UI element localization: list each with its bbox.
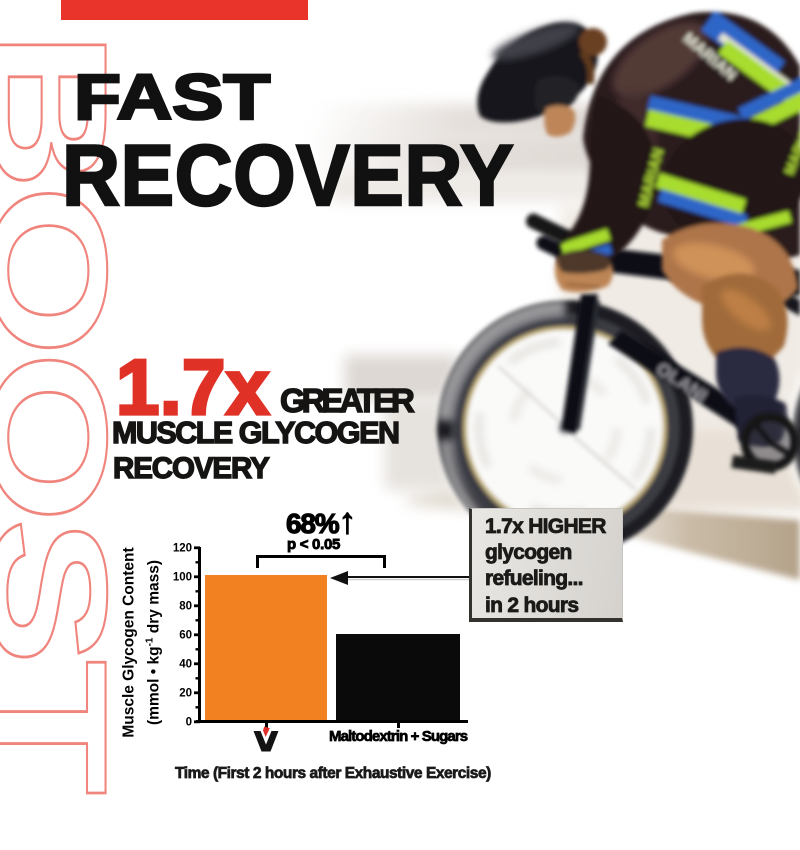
svg-text:20: 20 xyxy=(179,687,192,699)
svg-text:100: 100 xyxy=(173,571,192,583)
svg-text:60: 60 xyxy=(179,629,192,641)
svg-text:40: 40 xyxy=(179,658,192,670)
svg-text:120: 120 xyxy=(173,542,192,554)
svg-text:80: 80 xyxy=(179,600,192,612)
svg-text:0: 0 xyxy=(186,716,192,728)
